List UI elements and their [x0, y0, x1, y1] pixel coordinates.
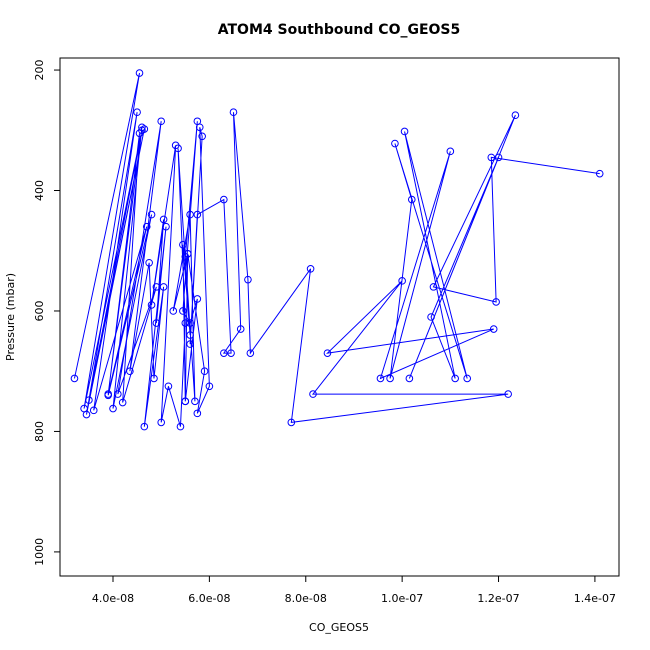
data-point	[227, 349, 235, 357]
chart-title: ATOM4 Southbound CO_GEOS5	[218, 22, 461, 38]
data-point	[89, 406, 98, 415]
plot-frame	[59, 57, 620, 577]
x-tick-label: 1.2e-07	[477, 592, 519, 605]
data-point	[200, 367, 209, 376]
data-point	[429, 283, 438, 291]
data-point	[82, 410, 91, 419]
data-point	[164, 382, 173, 391]
y-tick-label: 400	[33, 180, 46, 201]
y-tick-label: 1000	[33, 538, 46, 566]
data-point	[140, 125, 149, 133]
data-point	[427, 313, 435, 321]
data-point	[145, 258, 153, 267]
data-point	[147, 210, 156, 219]
data-point	[162, 222, 170, 231]
axes: 4.0e-08 6.0e-08 8.0e-08 1.0e-07 1.2e-07 1.4e-…	[33, 57, 620, 605]
data-point	[244, 275, 252, 284]
data-point	[205, 382, 214, 391]
data-point	[400, 127, 409, 136]
series-group	[70, 69, 604, 431]
data-point	[511, 111, 520, 120]
data-point	[114, 390, 122, 398]
data-point	[595, 169, 604, 178]
data-point	[179, 240, 187, 249]
data-point	[191, 397, 199, 406]
data-point	[220, 349, 228, 357]
data-point	[391, 139, 399, 148]
data-point	[133, 108, 141, 117]
data-point	[150, 374, 158, 383]
x-tick-label: 8.0e-08	[285, 592, 327, 605]
x-tick-label: 1.4e-07	[574, 592, 616, 605]
data-point	[504, 390, 512, 398]
data-point	[157, 117, 165, 126]
data-point	[104, 391, 112, 400]
data-point	[492, 298, 500, 306]
data-point	[135, 129, 144, 138]
data-point	[386, 374, 394, 383]
data-point	[179, 307, 187, 315]
data-point	[494, 153, 503, 162]
data-point	[306, 265, 315, 273]
data-point	[126, 367, 134, 376]
data-point	[157, 418, 165, 427]
y-tick-label: 800	[33, 421, 46, 442]
y-axis-label: Pressure (mbar)	[4, 273, 17, 361]
y-tick-label: 600	[33, 300, 46, 321]
data-point	[193, 295, 202, 303]
data-point	[376, 374, 385, 383]
data-point	[176, 422, 185, 431]
data-point	[181, 319, 190, 327]
plot-area	[70, 69, 604, 431]
data-point	[193, 409, 202, 418]
data-point	[220, 195, 228, 204]
data-point	[169, 307, 178, 315]
data-point	[181, 397, 190, 406]
data-point	[236, 325, 245, 333]
data-point	[183, 249, 192, 258]
data-point	[405, 374, 414, 383]
data-point	[487, 153, 496, 162]
data-point	[147, 301, 156, 309]
data-point	[198, 132, 206, 141]
data-point	[195, 123, 204, 132]
x-tick-label: 4.0e-08	[92, 592, 134, 605]
data-point	[287, 418, 296, 427]
data-point	[142, 222, 151, 231]
data-point	[135, 69, 144, 77]
series-line	[73, 72, 600, 427]
data-point	[193, 210, 202, 219]
data-point	[152, 319, 161, 327]
data-point	[246, 349, 255, 357]
data-point	[451, 374, 459, 383]
data-point	[463, 374, 472, 383]
data-point	[159, 215, 168, 224]
data-point	[309, 390, 317, 398]
data-point	[323, 349, 332, 357]
data-point	[85, 396, 93, 404]
data-point	[140, 422, 149, 431]
x-axis-label: CO_GEOS5	[309, 621, 369, 634]
data-point	[446, 147, 455, 156]
data-point	[186, 319, 194, 327]
data-point	[174, 144, 182, 153]
data-point	[489, 325, 498, 333]
data-point	[186, 331, 194, 339]
data-point	[229, 108, 238, 117]
data-point	[159, 283, 168, 291]
data-point	[186, 340, 194, 348]
x-tick-label: 1.0e-07	[381, 592, 423, 605]
x-tick-label: 6.0e-08	[188, 592, 230, 605]
data-point	[407, 195, 416, 204]
data-point	[118, 398, 127, 407]
data-point	[186, 210, 194, 219]
data-point	[398, 277, 406, 285]
data-point	[70, 374, 79, 383]
data-point	[152, 283, 161, 291]
data-point	[109, 404, 117, 413]
y-tick-label: 200	[33, 60, 46, 81]
